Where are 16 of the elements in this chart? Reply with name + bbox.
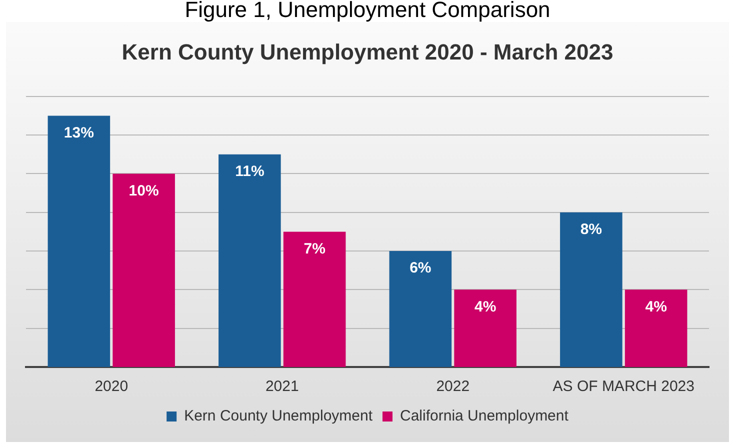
data-label: 10%: [128, 182, 159, 200]
legend-label: Kern County Unemployment: [184, 408, 374, 425]
x-tick-label: 2021: [265, 378, 299, 396]
data-label: 4%: [474, 298, 496, 316]
x-tick-label: 2020: [94, 378, 128, 396]
chart-subtitle: Kern County Unemployment 2020 - March 2023: [122, 39, 614, 64]
data-label: 13%: [64, 124, 94, 142]
data-label: 4%: [645, 298, 667, 316]
data-label: 11%: [235, 163, 264, 180]
data-label: 6%: [410, 260, 432, 277]
x-tick-label: AS OF MARCH 2023: [552, 378, 694, 396]
data-label: 7%: [304, 240, 326, 258]
data-label: 8%: [580, 221, 602, 238]
chart-title: Figure 1, Unemployment Comparison: [184, 0, 552, 22]
x-tick-label: 2022: [436, 378, 470, 396]
legend-label: California Unemployment: [400, 408, 570, 425]
